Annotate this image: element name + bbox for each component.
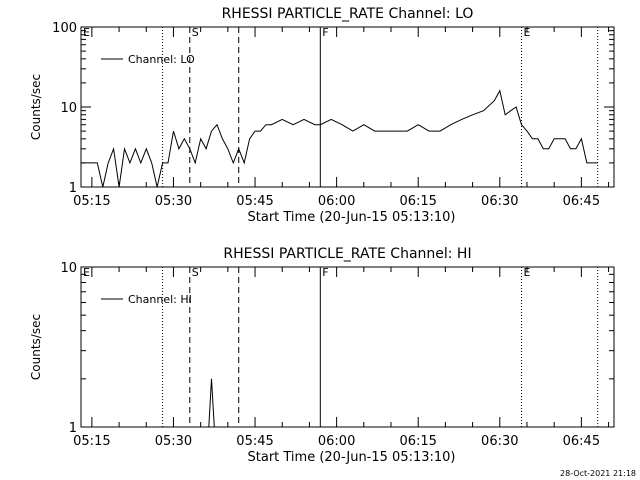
event-marker-label: E xyxy=(83,266,90,279)
x-axis-label: Start Time (20-Jun-15 05:13:10) xyxy=(248,450,456,465)
x-tick-label: 06:30 xyxy=(481,434,518,449)
y-tick-label: 100 xyxy=(52,21,77,36)
event-marker-label: S xyxy=(192,266,199,279)
data-series-line xyxy=(81,89,598,188)
plot-frame-2 xyxy=(80,266,615,428)
y-tick-label: 10 xyxy=(60,101,77,116)
x-tick-label: 05:30 xyxy=(155,434,192,449)
event-marker-label: F xyxy=(322,26,328,39)
x-tick-label: 06:30 xyxy=(481,194,518,209)
event-marker-label: E xyxy=(524,26,531,39)
event-marker-label: S xyxy=(192,26,199,39)
y-axis-label: Counts/sec xyxy=(29,74,43,140)
chart-title-2: RHESSI PARTICLE_RATE Channel: HI xyxy=(223,246,471,262)
x-tick-label: 05:30 xyxy=(155,194,192,209)
y-tick-label: 1 xyxy=(69,421,77,436)
x-tick-label: 05:45 xyxy=(236,434,273,449)
x-axis-label: Start Time (20-Jun-15 05:13:10) xyxy=(248,210,456,225)
x-tick-label: 06:00 xyxy=(318,434,355,449)
legend-label: Channel: LO xyxy=(128,53,195,66)
chart-title-1: RHESSI PARTICLE_RATE Channel: LO xyxy=(222,6,474,22)
x-tick-label: 05:45 xyxy=(236,194,273,209)
y-axis-label: Counts/sec xyxy=(29,314,43,380)
footer-date: 28-Oct-2021 21:18 xyxy=(560,469,636,478)
x-tick-label: 06:45 xyxy=(563,434,600,449)
y-tick-label: 1 xyxy=(69,181,77,196)
x-tick-label: 05:15 xyxy=(73,434,110,449)
x-tick-label: 05:15 xyxy=(73,194,110,209)
x-tick-label: 06:15 xyxy=(399,434,436,449)
legend-label: Channel: HI xyxy=(128,293,192,306)
x-tick-label: 06:15 xyxy=(399,194,436,209)
event-marker-label: E xyxy=(83,26,90,39)
event-marker-label: E xyxy=(524,266,531,279)
plot-frame-1 xyxy=(80,26,615,188)
x-tick-label: 06:45 xyxy=(563,194,600,209)
y-tick-label: 10 xyxy=(60,261,77,276)
x-tick-label: 06:00 xyxy=(318,194,355,209)
data-series-line xyxy=(208,378,215,428)
event-marker-label: F xyxy=(322,266,328,279)
